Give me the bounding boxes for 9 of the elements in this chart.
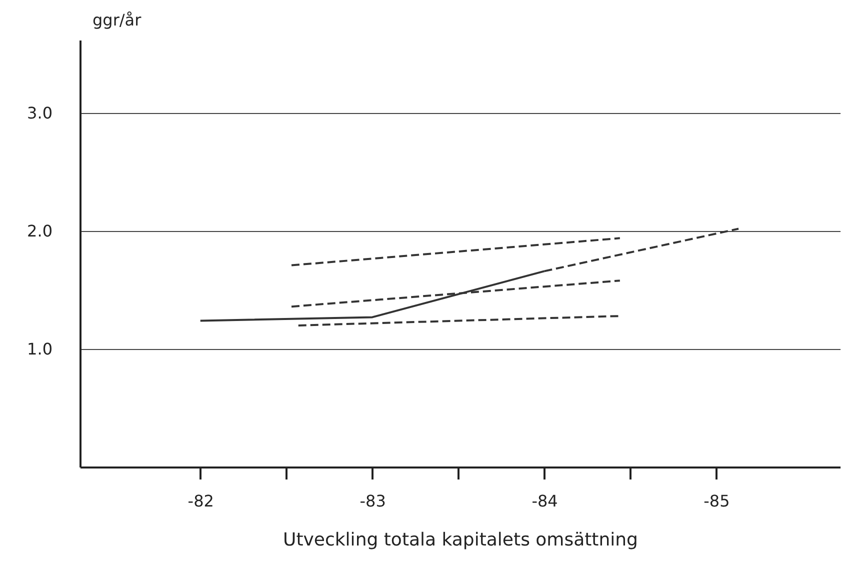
y-tick-label: 2.0 [27,222,52,241]
x-tick-label: -84 [532,492,558,510]
y-tick-label: 3.0 [27,104,52,123]
x-axis-title: Utveckling totala kapitalets omsättning [283,530,638,550]
x-tick-label: -85 [704,492,730,510]
x-tick-label: -83 [360,492,386,510]
y-tick-label: 1.0 [27,340,52,359]
y-axis-title: ggr/år [92,10,142,30]
x-tick-label: -82 [188,492,214,510]
